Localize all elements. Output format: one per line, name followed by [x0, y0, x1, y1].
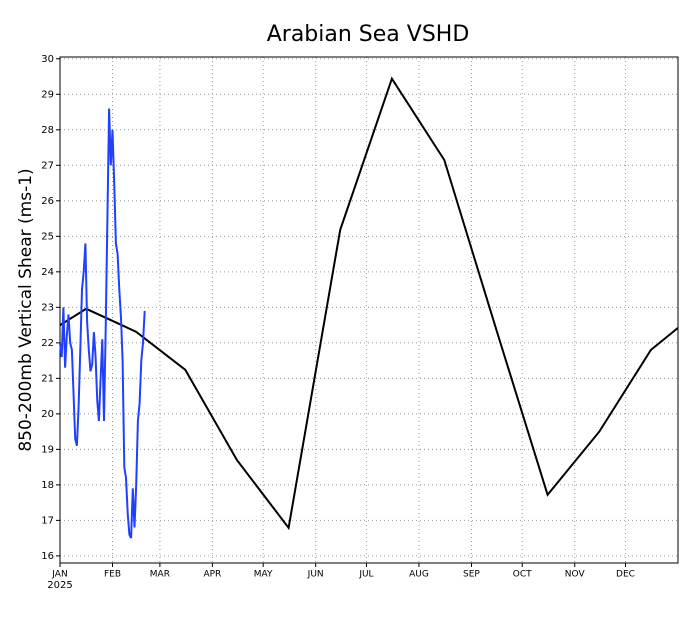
y-tick-label: 28 — [41, 125, 54, 136]
x-tick-label: NOV — [565, 570, 586, 580]
y-tick-label: 19 — [41, 444, 54, 455]
x-tick-label: MAR — [150, 570, 170, 580]
y-tick-label: 18 — [41, 480, 54, 491]
x-tick-label: OCT — [513, 570, 532, 580]
x-tick-label: APR — [203, 570, 221, 580]
y-tick-label: 22 — [41, 338, 54, 349]
y-tick-label: 25 — [41, 231, 54, 242]
x-tick-label: JAN — [51, 570, 67, 580]
y-tick-label: 21 — [41, 373, 54, 384]
x-tick-label: AUG — [409, 570, 429, 580]
y-tick-label: 26 — [41, 196, 54, 207]
y-tick-label: 30 — [41, 54, 54, 65]
x-tick-label: MAY — [254, 570, 273, 580]
y-tick-label: 17 — [41, 515, 54, 526]
y-tick-label: 27 — [41, 160, 54, 171]
plot-frame — [59, 56, 679, 564]
y-tick-label: 29 — [41, 89, 54, 100]
x-tick-label: FEB — [104, 570, 121, 580]
y-tick-label: 20 — [41, 409, 54, 420]
chart-title: Arabian Sea VSHD — [267, 22, 470, 47]
x-tick-label: DEC — [616, 570, 635, 580]
x-tick-label: JUL — [358, 570, 373, 580]
y-tick-label: 24 — [41, 267, 54, 278]
y-tick-label: 23 — [41, 302, 54, 313]
data-line — [59, 108, 146, 539]
y-tick-label: 16 — [41, 551, 54, 562]
y-axis-label: 850-200mb Vertical Shear (ms-1) — [16, 168, 36, 451]
x-tick-label: JUN — [307, 570, 324, 580]
data-line — [59, 76, 679, 531]
x-tick-label: SEP — [463, 570, 480, 580]
year-label: 2025 — [47, 580, 72, 591]
